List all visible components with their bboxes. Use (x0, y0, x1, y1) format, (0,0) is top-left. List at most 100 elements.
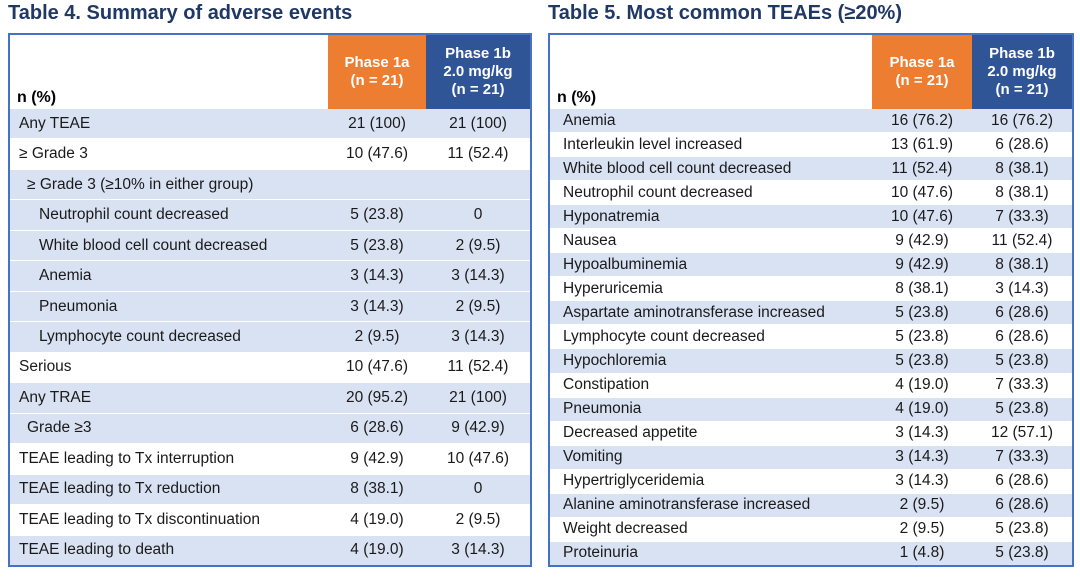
phase1a-value: 8 (38.1) (350, 480, 404, 498)
phase1b-value: 6 (28.6) (995, 135, 1049, 153)
phase1a-value: 4 (19.0) (350, 510, 404, 528)
phase1b-value: 11 (52.4) (447, 145, 509, 163)
table-row: Nausea 9 (42.9) 11 (52.4) (550, 228, 1072, 253)
phase1a-value: 5 (23.8) (350, 206, 404, 224)
phase1b-value: 11 (52.4) (991, 231, 1053, 249)
row-label: Pneumonia (39, 297, 118, 315)
table-row: White blood cell count decreased 5 (23.8)… (10, 229, 530, 261)
row-label: TEAE leading to Tx interruption (19, 449, 235, 467)
row-label: Alanine aminotransferase increased (563, 496, 811, 514)
column-header-line: (n = 21) (451, 81, 505, 99)
row-label: Proteinuria (563, 544, 638, 562)
phase1a-value: 10 (47.6) (890, 207, 954, 225)
table-row: Weight decreased 2 (9.5) 5 (23.8) (550, 516, 1072, 541)
row-label: Neutrophil count decreased (563, 183, 753, 201)
phase1b-value: 2 (9.5) (455, 510, 501, 528)
row-label: TEAE leading to Tx reduction (19, 480, 221, 498)
row-label: TEAE leading to death (19, 541, 175, 559)
phase1a-value: 4 (19.0) (895, 376, 949, 394)
table-row: White blood cell count decreased 11 (52.4… (550, 156, 1072, 181)
phase1a-value: 9 (42.9) (895, 255, 949, 273)
row-label: Grade ≥3 (27, 419, 92, 437)
table-row: Neutrophil count decreased 5 (23.8) 0 (10, 199, 530, 230)
table-row: Lymphocyte count decreased 2 (9.5) 3 (14.3… (10, 321, 530, 352)
table5-column-header-phase1b: Phase 1b 2.0 mg/kg (n = 21) (972, 35, 1072, 109)
row-label: Vomiting (563, 448, 623, 466)
row-label: Any TRAE (19, 388, 92, 406)
table-row: Vomiting 3 (14.3) 7 (33.3) (550, 444, 1072, 469)
phase1b-value: 6 (28.6) (995, 472, 1049, 490)
phase1b-value: 16 (76.2) (990, 111, 1054, 129)
row-label: Nausea (563, 231, 617, 249)
phase1b-value: 5 (23.8) (995, 351, 1049, 369)
phase1b-value: 8 (38.1) (995, 255, 1049, 273)
row-label: White blood cell count decreased (39, 236, 268, 254)
phase1a-value: 3 (14.3) (895, 424, 949, 442)
column-header-line: (n = 21) (995, 81, 1049, 99)
phase1b-value: 3 (14.3) (995, 279, 1049, 297)
phase1a-value: 13 (61.9) (890, 135, 954, 153)
row-label: Lymphocyte count decreased (563, 327, 765, 345)
phase1a-value: 9 (42.9) (895, 231, 949, 249)
phase1b-value: 6 (28.6) (995, 496, 1049, 514)
table-row: Pneumonia 3 (14.3) 2 (9.5) (10, 290, 530, 322)
table5-header-row: n (%) Phase 1a (n = 21) Phase 1b 2.0 mg/… (550, 35, 1072, 109)
table-row: Neutrophil count decreased 10 (47.6) 8 (38… (550, 180, 1072, 205)
phase1a-value: 3 (14.3) (350, 267, 404, 285)
row-label: Constipation (563, 376, 650, 394)
phase1a-value: 5 (23.8) (895, 303, 949, 321)
row-label: Serious (19, 358, 72, 376)
column-header-line: 2.0 mg/kg (443, 62, 513, 80)
phase1a-value: 4 (19.0) (895, 400, 949, 418)
table5-most-common-teaes: n (%) Phase 1a (n = 21) Phase 1b 2.0 mg/… (548, 33, 1074, 567)
table-row: Hyponatremia 10 (47.6) 7 (33.3) (550, 204, 1072, 229)
phase1b-value: 5 (23.8) (995, 544, 1049, 562)
phase1a-value: 5 (23.8) (895, 327, 949, 345)
row-label: Anemia (39, 267, 92, 285)
phase1b-value: 6 (28.6) (995, 303, 1049, 321)
column-header-line: (n = 21) (895, 72, 949, 89)
row-label: Hyponatremia (563, 207, 660, 225)
phase1b-value: 3 (14.3) (451, 541, 505, 559)
phase1b-value: 2 (9.5) (455, 236, 501, 254)
table-row: TEAE leading to Tx reduction 8 (38.1) 0 (10, 473, 530, 505)
phase1b-value: 21 (100) (449, 114, 507, 132)
row-label: Aspartate aminotransferase increased (563, 303, 825, 321)
table4-body: Any TEAE 21 (100) 21 (100) ≥ Grade 3 10 (47.… (10, 109, 530, 566)
phase1b-value: 2 (9.5) (455, 297, 501, 315)
table-row: Any TEAE 21 (100) 21 (100) (10, 109, 530, 139)
phase1a-value: 9 (42.9) (350, 449, 404, 467)
phase1a-value: 20 (95.2) (345, 388, 409, 406)
row-label: ≥ Grade 3 (≥10% in either group) (27, 175, 254, 193)
table-row: TEAE leading to Tx interruption 9 (42.9) 1… (10, 443, 530, 474)
table-row: ≥ Grade 3 (≥10% in either group) (10, 168, 530, 200)
phase1a-value: 2 (9.5) (899, 496, 945, 514)
phase1a-value: 10 (47.6) (890, 183, 954, 201)
row-label: Hyperuricemia (563, 279, 663, 297)
phase1b-value: 8 (38.1) (995, 183, 1049, 201)
table-row: Hypertriglyceridemia 3 (14.3) 6 (28.6) (550, 468, 1072, 493)
table-row: Grade ≥3 6 (28.6) 9 (42.9) (10, 412, 530, 444)
table-row: TEAE leading to Tx discontinuation 4 (19.… (10, 504, 530, 535)
phase1b-value: 8 (38.1) (995, 159, 1049, 177)
column-header-line: Phase 1a (344, 53, 410, 71)
phase1a-value: 16 (76.2) (890, 111, 954, 129)
table4-column-header-phase1b: Phase 1b 2.0 mg/kg (n = 21) (426, 35, 530, 109)
phase1b-value: 0 (473, 480, 483, 498)
phase1a-value: 5 (23.8) (895, 351, 949, 369)
table-row: Decreased appetite 3 (14.3) 12 (57.1) (550, 420, 1072, 445)
phase1a-value: 10 (47.6) (345, 145, 409, 163)
column-header-line: Phase 1b (989, 44, 1055, 62)
row-label: Any TEAE (19, 114, 91, 132)
phase1b-value: 11 (52.4) (447, 358, 509, 376)
phase1a-value: 3 (14.3) (895, 472, 949, 490)
table-row: Anemia 3 (14.3) 3 (14.3) (10, 260, 530, 291)
table-row: Lymphocyte count decreased 5 (23.8) 6 (28.… (550, 324, 1072, 349)
table-row: Hypoalbuminemia 9 (42.9) 8 (38.1) (550, 252, 1072, 277)
phase1a-value: 3 (14.3) (895, 448, 949, 466)
phase1a-value: 21 (100) (348, 114, 406, 132)
row-label: White blood cell count decreased (563, 159, 792, 177)
column-header-line: 2.0 mg/kg (987, 62, 1057, 80)
table4-adverse-events-summary: n (%) Phase 1a (n = 21) Phase 1b 2.0 mg/… (8, 33, 532, 567)
